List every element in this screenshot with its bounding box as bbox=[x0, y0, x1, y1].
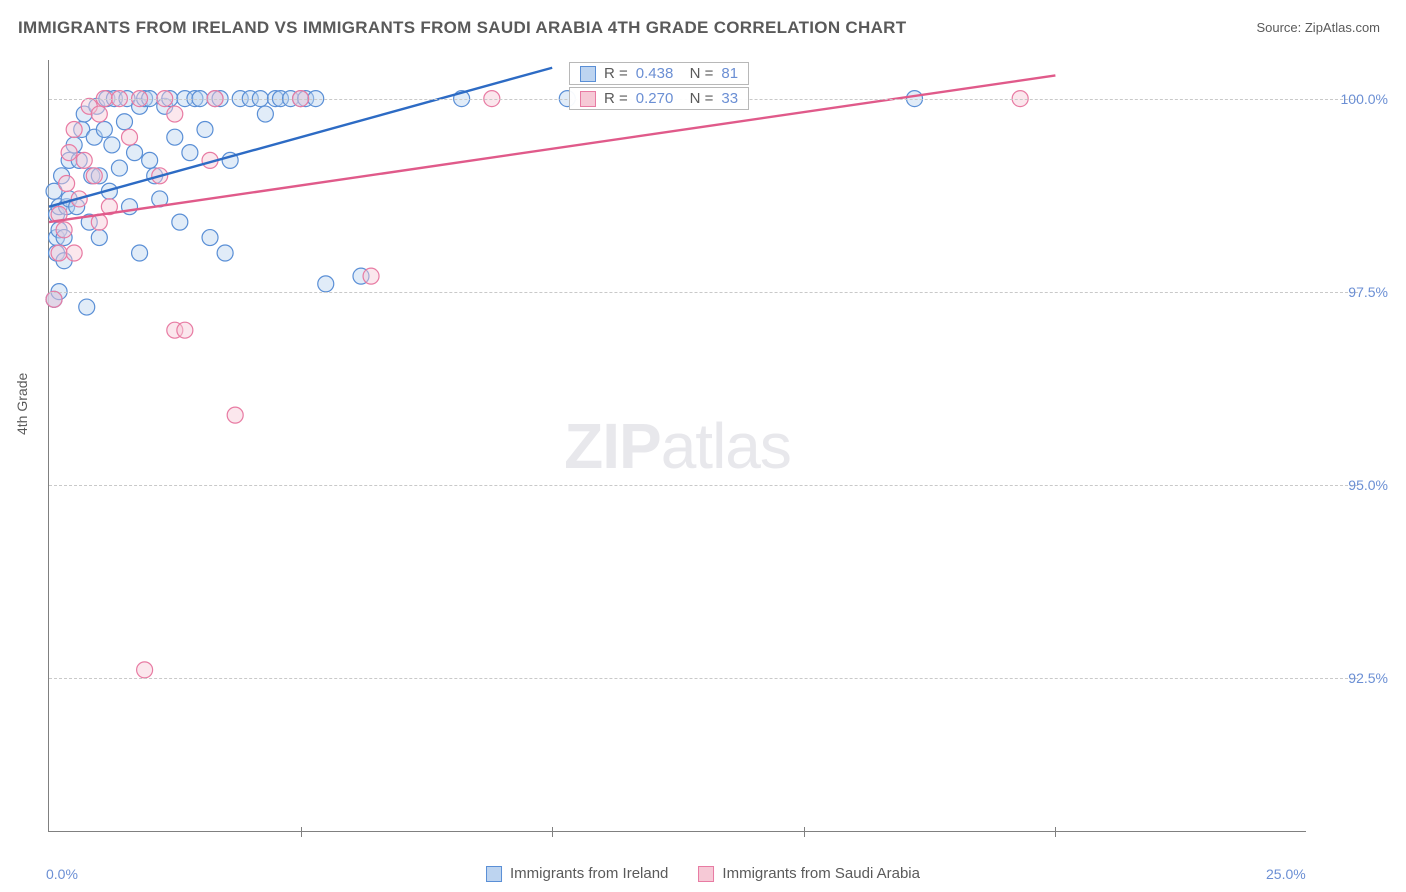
scatter-point bbox=[51, 245, 67, 261]
scatter-point bbox=[177, 322, 193, 338]
stats-r-value: 0.270 bbox=[636, 90, 674, 107]
x-tick-mark bbox=[552, 827, 553, 837]
x-tick-label: 25.0% bbox=[1266, 866, 1306, 882]
scatter-point bbox=[318, 276, 334, 292]
stats-n-value: 33 bbox=[721, 90, 738, 107]
y-tick-label: 100.0% bbox=[1341, 91, 1388, 107]
gridline-h bbox=[49, 485, 1358, 486]
legend-swatch bbox=[698, 866, 714, 882]
scatter-point bbox=[202, 230, 218, 246]
legend-item: Immigrants from Saudi Arabia bbox=[698, 865, 920, 882]
legend-label: Immigrants from Ireland bbox=[510, 865, 668, 882]
stats-swatch bbox=[580, 91, 596, 107]
scatter-point bbox=[104, 137, 120, 153]
legend-item: Immigrants from Ireland bbox=[486, 865, 668, 882]
scatter-point bbox=[122, 129, 138, 145]
scatter-point bbox=[59, 176, 75, 192]
scatter-point bbox=[96, 121, 112, 137]
x-tick-mark bbox=[804, 827, 805, 837]
scatter-point bbox=[172, 214, 188, 230]
scatter-point bbox=[227, 407, 243, 423]
x-tick-mark bbox=[301, 827, 302, 837]
scatter-point bbox=[127, 145, 143, 161]
scatter-point bbox=[257, 106, 273, 122]
stats-box: R = 0.270 N = 33 bbox=[569, 87, 749, 110]
scatter-point bbox=[76, 152, 92, 168]
scatter-point bbox=[66, 121, 82, 137]
y-tick-label: 97.5% bbox=[1348, 284, 1388, 300]
scatter-point bbox=[61, 145, 77, 161]
chart-svg bbox=[49, 60, 1306, 831]
stats-r-label: R = bbox=[604, 90, 628, 107]
scatter-point bbox=[142, 152, 158, 168]
stats-n-label: N = bbox=[681, 65, 713, 82]
scatter-point bbox=[363, 268, 379, 284]
scatter-point bbox=[137, 662, 153, 678]
scatter-point bbox=[79, 299, 95, 315]
legend-label: Immigrants from Saudi Arabia bbox=[722, 865, 920, 882]
scatter-point bbox=[132, 245, 148, 261]
gridline-h bbox=[49, 678, 1358, 679]
stats-swatch bbox=[580, 66, 596, 82]
legend-swatch bbox=[486, 866, 502, 882]
stats-n-label: N = bbox=[681, 90, 713, 107]
plot-area: ZIPatlas R = 0.438 N = 81R = 0.270 N = 3… bbox=[48, 60, 1306, 832]
x-tick-mark bbox=[1055, 827, 1056, 837]
scatter-point bbox=[116, 114, 132, 130]
scatter-point bbox=[91, 106, 107, 122]
stats-n-value: 81 bbox=[721, 65, 738, 82]
scatter-point bbox=[91, 230, 107, 246]
scatter-point bbox=[167, 129, 183, 145]
scatter-point bbox=[111, 160, 127, 176]
stats-r-value: 0.438 bbox=[636, 65, 674, 82]
y-tick-label: 92.5% bbox=[1348, 670, 1388, 686]
gridline-h bbox=[49, 292, 1358, 293]
stats-r-label: R = bbox=[604, 65, 628, 82]
scatter-point bbox=[197, 121, 213, 137]
stats-box: R = 0.438 N = 81 bbox=[569, 62, 749, 85]
x-tick-label: 0.0% bbox=[46, 866, 78, 882]
scatter-point bbox=[66, 245, 82, 261]
scatter-point bbox=[86, 168, 102, 184]
source-attribution: Source: ZipAtlas.com bbox=[1256, 20, 1380, 35]
chart-title: IMMIGRANTS FROM IRELAND VS IMMIGRANTS FR… bbox=[18, 18, 906, 38]
scatter-point bbox=[56, 222, 72, 238]
scatter-point bbox=[217, 245, 233, 261]
y-tick-label: 95.0% bbox=[1348, 477, 1388, 493]
y-axis-label: 4th Grade bbox=[14, 373, 30, 435]
scatter-point bbox=[167, 106, 183, 122]
scatter-point bbox=[182, 145, 198, 161]
legend: Immigrants from Ireland Immigrants from S… bbox=[486, 865, 920, 882]
scatter-point bbox=[46, 291, 62, 307]
